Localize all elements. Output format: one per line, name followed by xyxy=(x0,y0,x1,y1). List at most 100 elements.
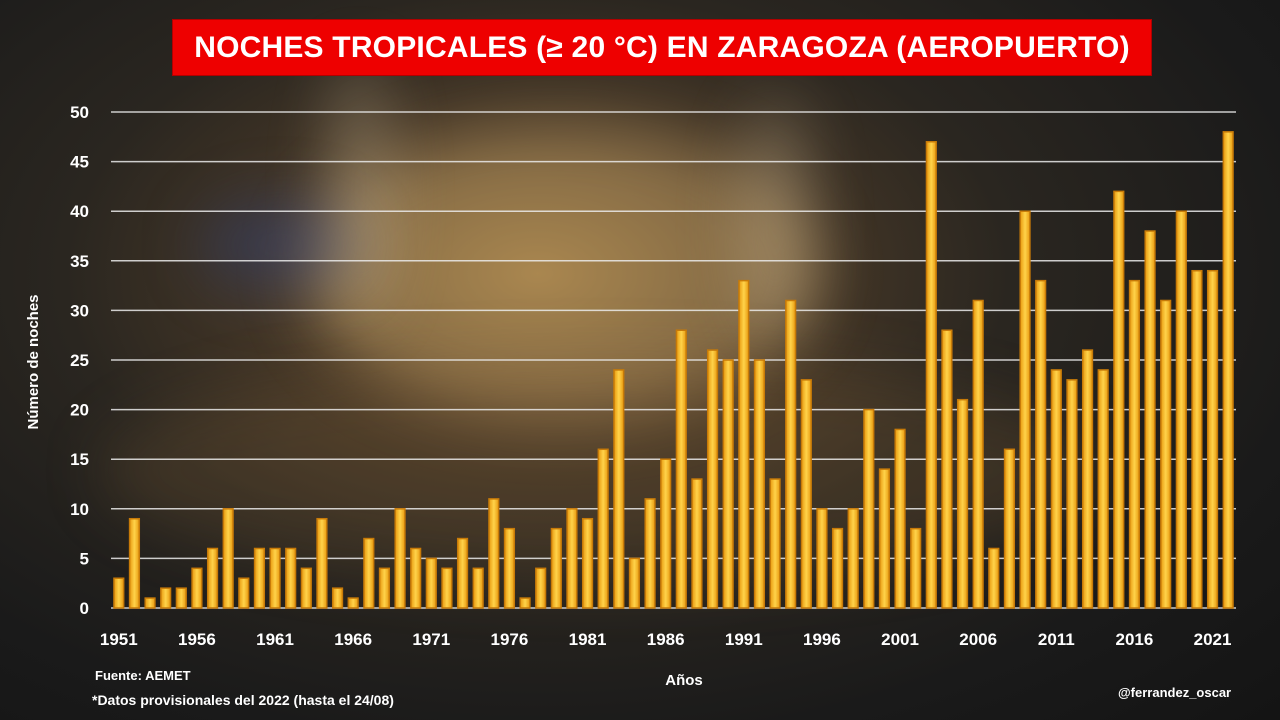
bar-1994 xyxy=(785,299,797,609)
bar-2007 xyxy=(988,547,1000,609)
chart-title: NOCHES TROPICALES (≥ 20 °C) EN ZARAGOZA … xyxy=(194,30,1130,64)
x-tick-label: 1971 xyxy=(412,630,450,649)
bar-1960 xyxy=(253,547,266,609)
gridlines xyxy=(111,111,1236,609)
bar-2020 xyxy=(1191,269,1203,609)
bar-1981 xyxy=(581,517,594,609)
bar-1954 xyxy=(160,587,172,609)
bar-1967 xyxy=(363,537,375,609)
y-tick-label: 20 xyxy=(70,401,89,420)
bar-1983 xyxy=(613,369,625,609)
bar-1990 xyxy=(722,359,734,609)
x-tick-label: 2011 xyxy=(1038,630,1075,649)
bar-2019 xyxy=(1175,210,1187,609)
bar-1988 xyxy=(691,478,703,609)
y-tick-label: 25 xyxy=(70,351,89,370)
bar-1968 xyxy=(378,567,391,609)
bar-2010 xyxy=(1035,279,1047,609)
source-note: Fuente: AEMET xyxy=(95,668,191,683)
x-tick-label: 2021 xyxy=(1194,630,1232,649)
bar-1977 xyxy=(519,597,531,609)
bar-1965 xyxy=(331,587,344,609)
bar-1963 xyxy=(300,567,312,609)
bar-1987 xyxy=(675,329,687,609)
x-tick-label: 2016 xyxy=(1116,630,1154,649)
bar-2009 xyxy=(1019,210,1031,609)
bar-2015 xyxy=(1113,190,1125,609)
bar-1974 xyxy=(472,567,484,609)
bar-1982 xyxy=(597,448,609,609)
bar-2008 xyxy=(1003,448,1016,609)
bar-1991 xyxy=(738,279,750,609)
bar-1959 xyxy=(238,577,250,609)
y-tick-label: 5 xyxy=(80,549,89,568)
x-tick-label: 2001 xyxy=(881,630,919,649)
bar-1964 xyxy=(316,517,328,609)
bar-1957 xyxy=(206,547,219,609)
bar-2022 xyxy=(1222,131,1234,609)
bar-1985 xyxy=(644,498,656,609)
bar-2005 xyxy=(956,398,969,609)
x-tick-labels: 1951 1956 1961 1966 1971 1976 1981 1986 1991 1996… xyxy=(100,630,1232,649)
bar-1984 xyxy=(628,557,641,609)
bar-2014 xyxy=(1097,369,1109,609)
bar-2021 xyxy=(1206,269,1219,609)
chart-title-banner: NOCHES TROPICALES (≥ 20 °C) EN ZARAGOZA … xyxy=(172,19,1152,76)
bar-1978 xyxy=(535,567,547,609)
bar-1975 xyxy=(488,498,500,609)
x-tick-label: 1986 xyxy=(647,630,685,649)
bar-1995 xyxy=(800,379,812,609)
bar-1969 xyxy=(394,508,406,609)
bar-1980 xyxy=(566,508,578,609)
x-tick-label: 1976 xyxy=(491,630,529,649)
y-tick-label: 10 xyxy=(70,500,89,519)
provisional-note: *Datos provisionales del 2022 (hasta el … xyxy=(92,692,394,708)
bar-2012 xyxy=(1066,379,1078,609)
bar-1979 xyxy=(550,527,562,609)
bar-2018 xyxy=(1160,299,1172,609)
y-tick-label: 40 xyxy=(70,202,89,221)
bar-2002 xyxy=(910,527,922,609)
bar-1951 xyxy=(113,577,125,609)
bar-1993 xyxy=(769,478,781,609)
y-tick-label: 35 xyxy=(70,252,89,271)
y-tick-label: 50 xyxy=(70,103,89,122)
y-tick-label: 45 xyxy=(70,153,89,172)
bar-1955 xyxy=(175,587,187,609)
bar-2011 xyxy=(1050,369,1062,609)
x-tick-label: 1991 xyxy=(725,630,763,649)
bar-2003 xyxy=(925,141,937,609)
bar-2001 xyxy=(894,428,906,609)
y-tick-label: 0 xyxy=(80,599,89,618)
bar-1956 xyxy=(191,567,203,609)
y-tick-label: 30 xyxy=(70,301,89,320)
x-tick-label: 1996 xyxy=(803,630,841,649)
bar-1997 xyxy=(831,527,844,609)
x-tick-label: 1961 xyxy=(256,630,294,649)
author-credit: @ferrandez_oscar xyxy=(1118,685,1232,700)
x-tick-label: 1951 xyxy=(100,630,138,649)
bar-2004 xyxy=(941,329,953,609)
bar-1958 xyxy=(222,508,234,609)
bar-1971 xyxy=(425,557,437,609)
bar-2006 xyxy=(972,299,984,609)
bar-1953 xyxy=(144,597,156,609)
bar-2017 xyxy=(1144,230,1156,609)
x-axis-label: Años xyxy=(665,672,703,689)
bar-2013 xyxy=(1081,349,1094,609)
bar-1966 xyxy=(347,597,359,609)
bar-1962 xyxy=(285,547,297,609)
x-tick-label: 1966 xyxy=(334,630,372,649)
bar-1989 xyxy=(706,349,719,609)
y-tick-labels: 0 5 10 15 20 25 30 35 40 45 50 xyxy=(70,103,89,618)
bars-group xyxy=(113,131,1234,609)
bar-1986 xyxy=(660,458,672,609)
y-tick-label: 15 xyxy=(70,450,89,469)
x-tick-label: 1956 xyxy=(178,630,216,649)
bar-2016 xyxy=(1128,279,1141,609)
bar-2000 xyxy=(878,468,891,609)
x-tick-label: 2006 xyxy=(959,630,997,649)
bar-1976 xyxy=(503,527,516,609)
bar-1996 xyxy=(816,508,828,609)
